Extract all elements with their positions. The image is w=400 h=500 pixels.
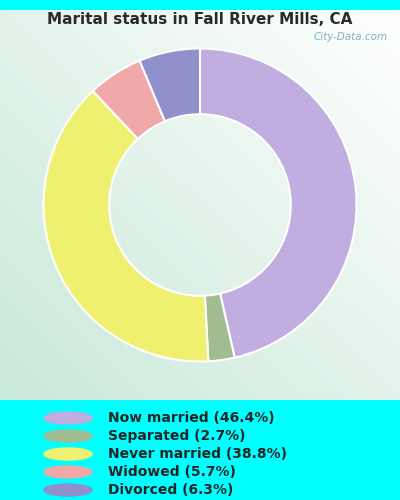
Circle shape — [44, 466, 92, 478]
Text: City-Data.com: City-Data.com — [314, 32, 388, 42]
Text: Widowed (5.7%): Widowed (5.7%) — [108, 465, 236, 479]
Text: Now married (46.4%): Now married (46.4%) — [108, 411, 275, 425]
Wedge shape — [205, 294, 235, 362]
Circle shape — [44, 430, 92, 442]
Text: Marital status in Fall River Mills, CA: Marital status in Fall River Mills, CA — [47, 12, 353, 28]
Text: Never married (38.8%): Never married (38.8%) — [108, 447, 287, 461]
Circle shape — [44, 412, 92, 424]
Wedge shape — [200, 48, 356, 358]
Wedge shape — [93, 60, 165, 139]
Circle shape — [44, 484, 92, 496]
Text: Separated (2.7%): Separated (2.7%) — [108, 429, 246, 443]
Wedge shape — [140, 48, 200, 122]
Circle shape — [44, 448, 92, 460]
Wedge shape — [44, 91, 208, 361]
Text: Divorced (6.3%): Divorced (6.3%) — [108, 483, 233, 497]
